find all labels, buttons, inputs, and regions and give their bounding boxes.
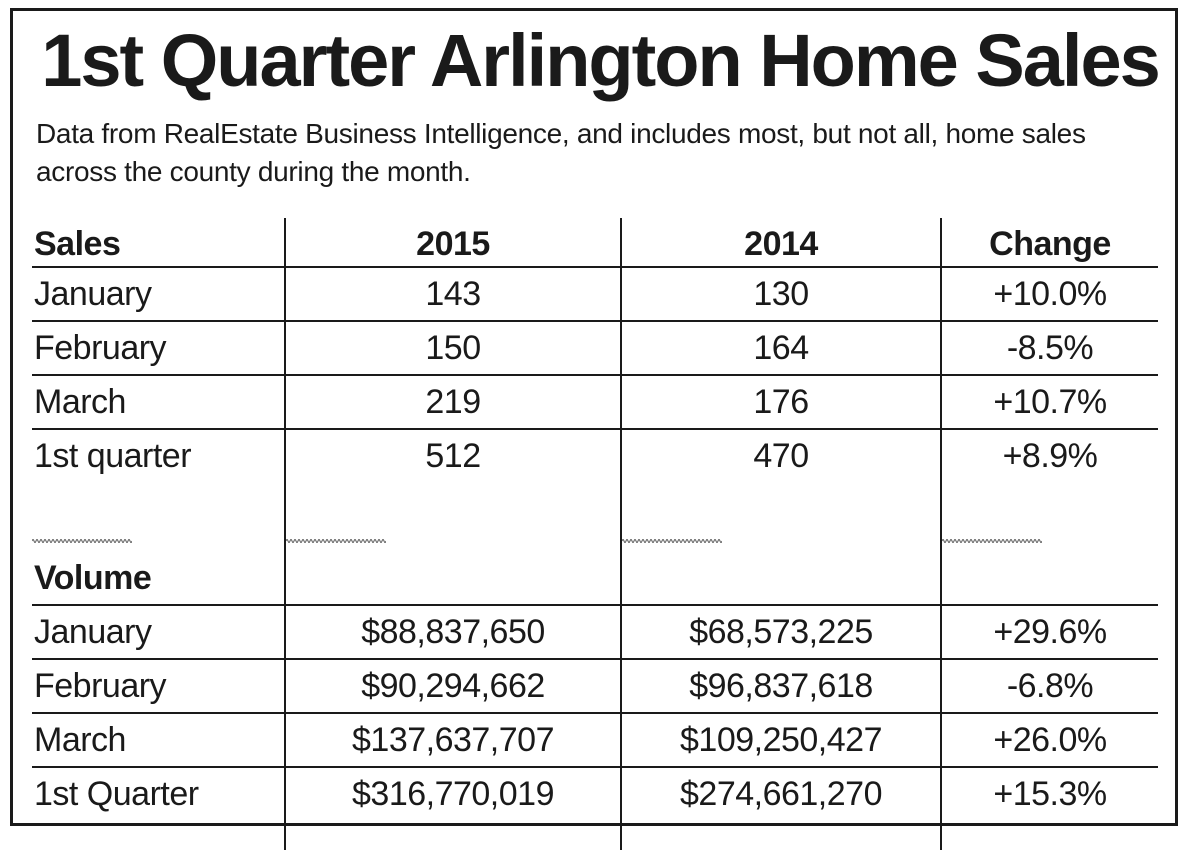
row-label: March — [32, 374, 285, 429]
sales-table: Sales 2015 2014 Change January 143 130 +10.0% Fe… — [32, 218, 1158, 850]
cell-2015: $90,294,662 — [284, 658, 621, 713]
empty-cell — [32, 530, 285, 552]
row-label: March — [32, 712, 285, 767]
chart-subtitle: Data from RealEstate Business Intelligen… — [36, 118, 1086, 187]
cell-2015: 512 — [284, 428, 621, 482]
row-label: February — [32, 658, 285, 713]
empty-cell — [284, 820, 621, 850]
cell-change: +10.7% — [940, 374, 1158, 429]
section-header-row: Volume — [32, 552, 1158, 605]
column-header-2014: 2014 — [620, 218, 941, 267]
row-label: January — [32, 266, 285, 321]
table-row: March $137,637,707 $109,250,427 +26.0% — [32, 712, 1158, 767]
table-row: 1st quarter 512 470 +8.9% — [32, 428, 1158, 482]
wavy-divider — [622, 538, 722, 544]
empty-cell — [284, 530, 621, 552]
cell-change: -6.8% — [940, 658, 1158, 713]
row-label: 1st Quarter — [32, 766, 285, 820]
row-label: January — [32, 604, 285, 659]
wavy-divider-row — [32, 530, 1158, 552]
table-row: January 143 130 +10.0% — [32, 266, 1158, 321]
cell-2015: $316,770,019 — [284, 766, 621, 820]
wavy-divider — [286, 538, 386, 544]
column-header-change: Change — [940, 218, 1158, 267]
cell-2015: 150 — [284, 320, 621, 375]
cell-2014: $68,573,225 — [620, 604, 941, 659]
cell-change: +10.0% — [940, 266, 1158, 321]
empty-cell — [940, 820, 1158, 850]
cell-2014: 164 — [620, 320, 941, 375]
cell-2014: 130 — [620, 266, 941, 321]
cell-2014: $96,837,618 — [620, 658, 941, 713]
cell-change: +8.9% — [940, 428, 1158, 482]
cell-change: +29.6% — [940, 604, 1158, 659]
table-row: 1st Quarter $316,770,019 $274,661,270 +15.3… — [32, 766, 1158, 820]
empty-cell — [32, 482, 285, 530]
empty-cell — [940, 482, 1158, 530]
wavy-divider — [942, 538, 1042, 544]
cell-2014: $109,250,427 — [620, 712, 941, 767]
empty-cell — [620, 482, 941, 530]
section-label-sales: Sales — [34, 225, 121, 263]
row-label: 1st quarter — [32, 428, 285, 482]
cell-change: -8.5% — [940, 320, 1158, 375]
cell-change: +26.0% — [940, 712, 1158, 767]
section-label-volume: Volume — [34, 558, 152, 597]
cell-2014: 470 — [620, 428, 941, 482]
chart-title: 1st Quarter Arlington Home Sales — [41, 19, 1161, 102]
table-row: January $88,837,650 $68,573,225 +29.6% — [32, 604, 1158, 659]
empty-cell — [284, 482, 621, 530]
cell-2015: $88,837,650 — [284, 604, 621, 659]
table-row: March 219 176 +10.7% — [32, 374, 1158, 429]
header-row: Sales 2015 2014 Change — [32, 218, 1158, 267]
wavy-divider — [32, 538, 132, 544]
cell-2014: $274,661,270 — [620, 766, 941, 820]
cell-2014: 176 — [620, 374, 941, 429]
empty-cell — [620, 530, 941, 552]
row-label: February — [32, 320, 285, 375]
cell-2015: 219 — [284, 374, 621, 429]
table-row: February $90,294,662 $96,837,618 -6.8% — [32, 658, 1158, 713]
empty-cell — [620, 552, 941, 605]
empty-cell — [620, 820, 941, 850]
column-header-2015: 2015 — [284, 218, 621, 267]
cell-2015: 143 — [284, 266, 621, 321]
cell-2015: $137,637,707 — [284, 712, 621, 767]
table-tail — [32, 820, 1158, 850]
empty-cell — [284, 552, 621, 605]
section-gap — [32, 482, 1158, 530]
cell-change: +15.3% — [940, 766, 1158, 820]
empty-cell — [940, 530, 1158, 552]
table-row: February 150 164 -8.5% — [32, 320, 1158, 375]
empty-cell — [940, 552, 1158, 605]
empty-cell — [32, 820, 285, 850]
